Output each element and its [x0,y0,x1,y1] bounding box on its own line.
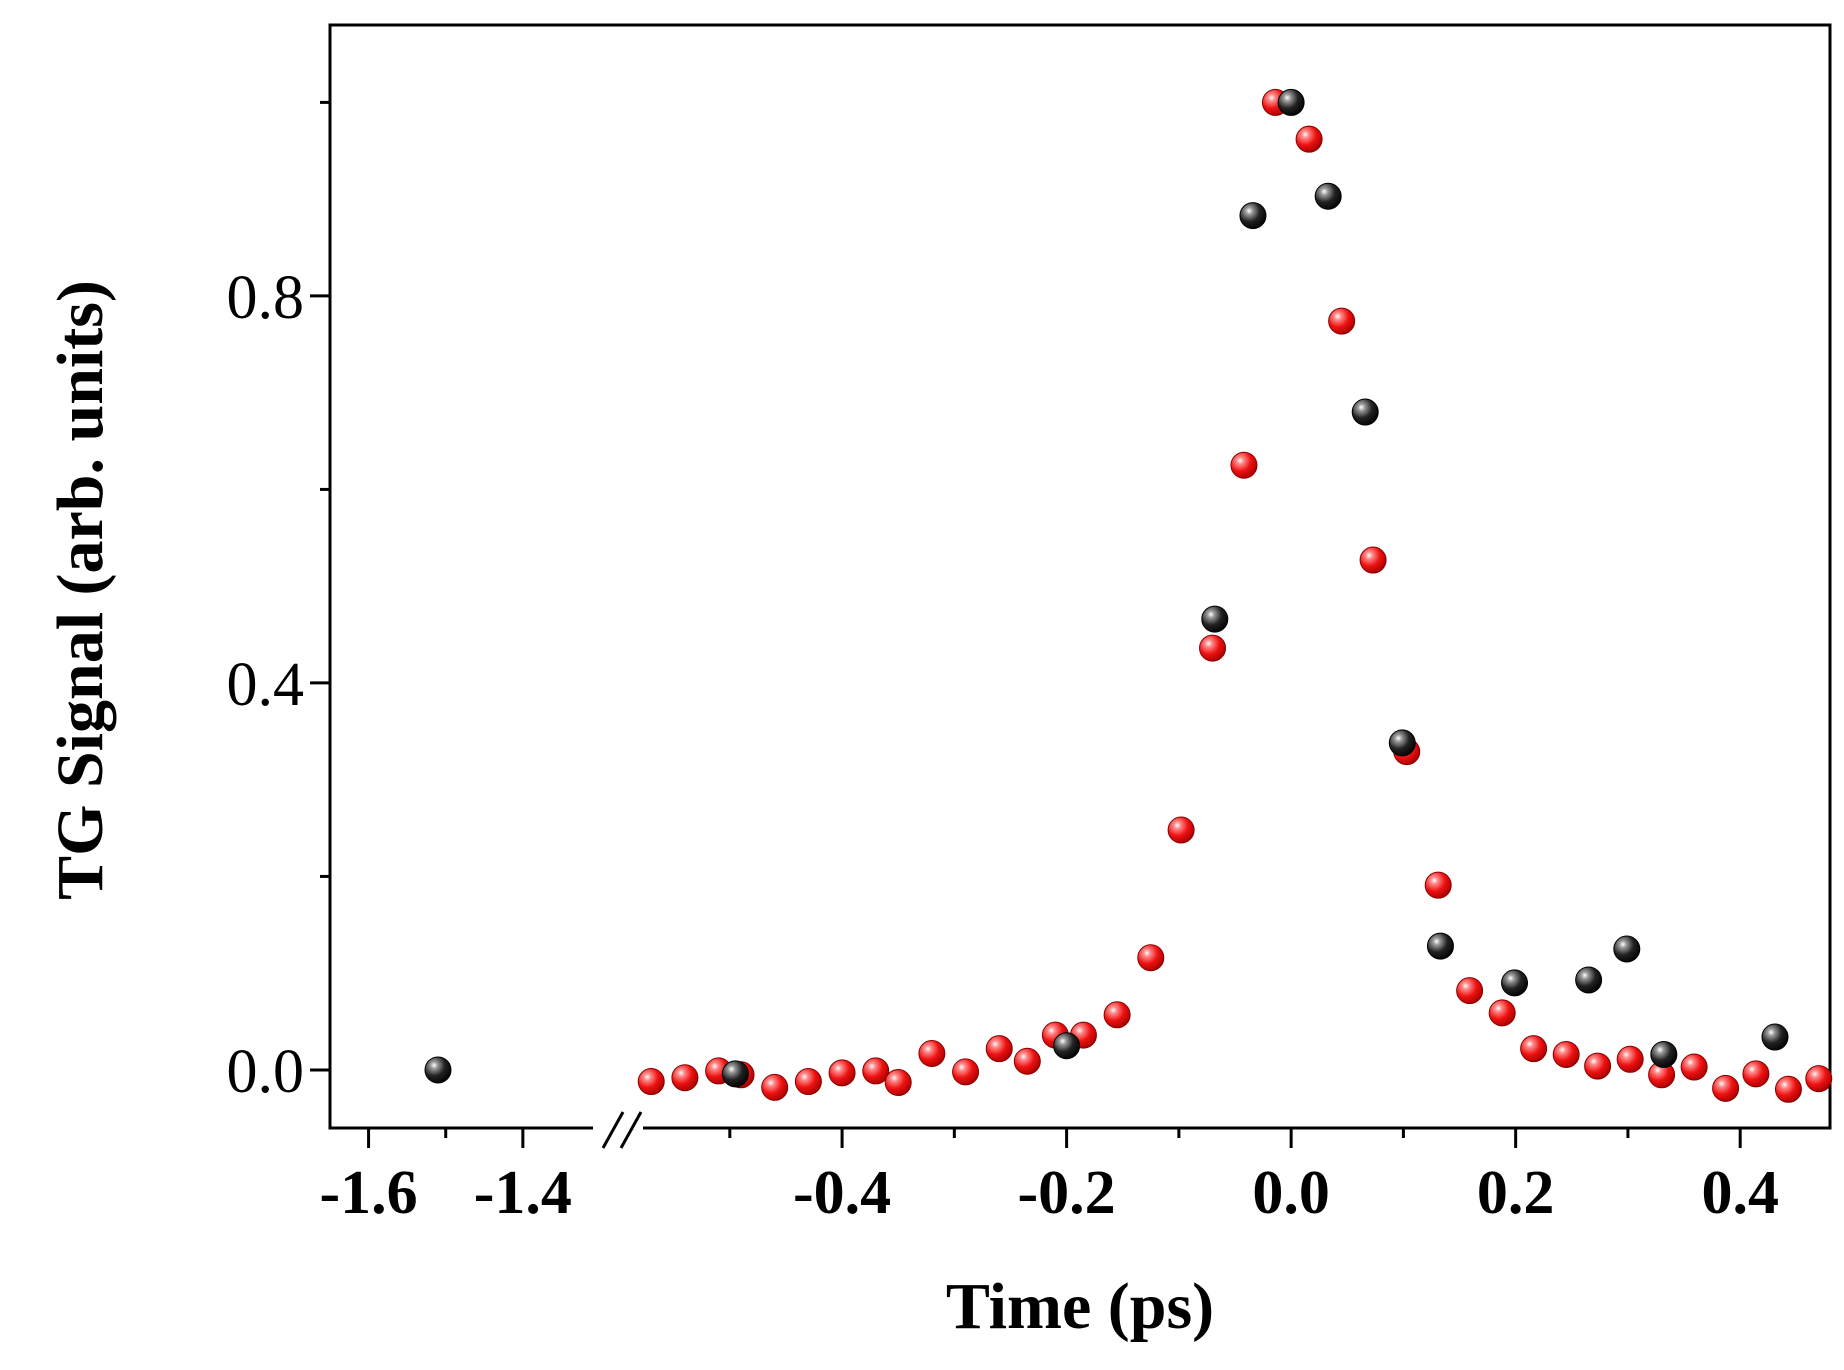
black-point-6 [1314,182,1342,210]
red-point-0 [637,1068,665,1096]
y-axis-ticks: 0.0 0.4 0.8 [227,100,330,1106]
red-point-23 [1359,546,1387,574]
red-point-30 [1584,1052,1612,1080]
axis-break-mark-right [619,1111,643,1149]
black-point-13 [1650,1040,1678,1068]
red-point-34 [1712,1074,1740,1102]
black-point-4 [1239,202,1267,230]
black-point-2 [1053,1032,1081,1060]
y-tick-label-0-4: 0.4 [227,651,305,719]
red-point-29 [1552,1040,1580,1068]
red-point-21 [1295,125,1323,153]
black-point-7 [1351,398,1379,426]
red-point-4 [761,1073,789,1101]
red-point-8 [884,1069,912,1097]
red-point-10 [952,1058,980,1086]
black-point-12 [1613,935,1641,963]
red-point-9 [918,1039,946,1067]
red-point-33 [1680,1053,1708,1081]
black-point-14 [1761,1023,1789,1051]
red-point-1 [671,1064,699,1092]
black-point-3 [1201,605,1229,633]
black-point-9 [1426,932,1454,960]
red-point-19 [1230,451,1258,479]
axis-break-mark-left [601,1111,625,1149]
x-tick-label-0: 0.0 [1252,1159,1330,1227]
red-point-22 [1328,307,1356,335]
red-point-15 [1103,1001,1131,1029]
y-tick-label-0-8: 0.8 [227,264,305,332]
x-tick-label-0-2: 0.2 [1477,1159,1555,1227]
x-tick-label--0-4: -0.4 [793,1159,891,1227]
red-point-17 [1167,816,1195,844]
red-point-37 [1805,1065,1833,1093]
red-point-18 [1199,634,1227,662]
red-point-12 [1013,1047,1041,1075]
red-point-16 [1137,944,1165,972]
series-red-points [637,88,1833,1103]
red-point-25 [1424,871,1452,899]
red-point-35 [1742,1060,1770,1088]
red-point-26 [1456,977,1484,1005]
red-point-6 [828,1059,856,1087]
red-point-11 [985,1035,1013,1063]
red-point-36 [1774,1075,1802,1103]
axis-break-gap [593,1110,643,1140]
x-tick-label-0-4: 0.4 [1701,1159,1779,1227]
red-point-7 [862,1057,890,1085]
red-point-28 [1520,1035,1548,1063]
x-axis-ticks: -1.6 -1.4 -0.4 -0.2 0.0 0.2 0.4 [319,1128,1779,1227]
plot-frame [328,23,1832,1149]
y-tick-label-0: 0.0 [227,1038,305,1106]
x-tick-label--0-2: -0.2 [1018,1159,1116,1227]
series-black-points [424,88,1789,1088]
black-point-10 [1501,969,1529,997]
red-point-27 [1488,999,1516,1027]
x-tick-label--1-4: -1.4 [474,1159,572,1227]
black-point-5 [1277,88,1305,116]
black-point-1 [721,1060,749,1088]
x-tick-label--1-6: -1.6 [319,1159,417,1227]
y-axis-title: TG Signal (arb. units) [44,280,117,900]
black-point-8 [1388,729,1416,757]
plot-border [328,23,1832,1130]
black-point-0 [424,1056,452,1084]
x-axis-title: Time (ps) [946,1270,1214,1343]
black-point-11 [1575,966,1603,994]
red-point-31 [1616,1045,1644,1073]
red-point-5 [794,1068,822,1096]
